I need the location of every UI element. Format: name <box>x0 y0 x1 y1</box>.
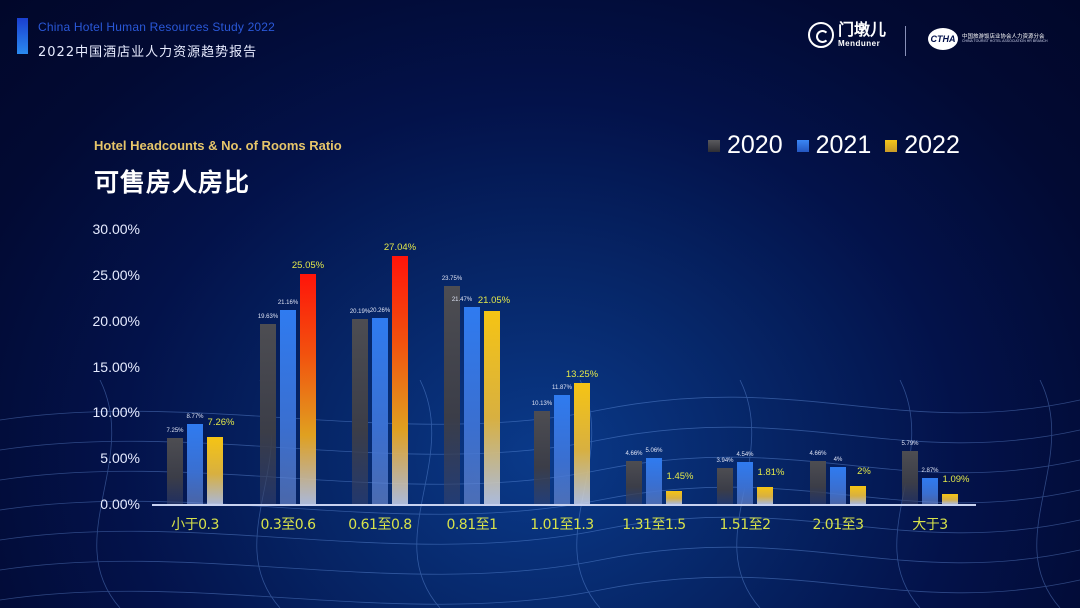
x-category-label: 1.51至2 <box>719 517 771 533</box>
header-accent-bar <box>17 18 28 54</box>
value-label: 4.66% <box>625 451 643 458</box>
legend-label-2020: 2020 <box>727 131 783 159</box>
value-label: 7.26% <box>207 417 235 429</box>
value-label: 19.63% <box>257 314 279 321</box>
bar-2020-5 <box>626 461 642 504</box>
bar-2020-4 <box>534 411 550 504</box>
value-label: 23.75% <box>441 276 463 283</box>
value-label: 21.05% <box>477 295 511 307</box>
x-category-label: 0.3至0.6 <box>260 517 316 533</box>
bar-2021-6 <box>737 462 753 504</box>
bar-2020-0 <box>167 437 183 504</box>
legend-label-2021: 2021 <box>815 131 872 159</box>
association-name-cn: 中国旅游饭店业协会人力资源分会 <box>962 34 1045 41</box>
bar-2020-6 <box>717 467 733 504</box>
bar-2020-8 <box>902 450 918 504</box>
y-tick-label: 30.00% <box>92 221 140 237</box>
menduner-logo-cn: 门墩儿 <box>838 20 887 39</box>
bar-2021-7 <box>830 467 846 504</box>
bar-2022-0 <box>207 437 223 504</box>
bar-2022-6 <box>757 487 773 504</box>
bar-2022-2 <box>392 256 408 504</box>
x-category-label: 0.61至0.8 <box>348 517 412 533</box>
y-tick-label: 5.00% <box>100 450 140 467</box>
value-label: 3.94% <box>716 457 734 464</box>
legend-item-2021: 2021 <box>796 131 872 160</box>
legend-swatch-2020 <box>708 139 720 152</box>
bar-2020-2 <box>352 318 368 504</box>
bar-2020-3 <box>444 286 460 504</box>
chart-legend: 2020 2021 2022 <box>708 131 960 160</box>
x-category-label: 0.81至1 <box>446 517 498 533</box>
bar-2021-8 <box>922 477 938 504</box>
legend-swatch-2021 <box>796 139 809 152</box>
bar-2021-1 <box>280 310 296 504</box>
bar-2021-3 <box>464 307 480 504</box>
bar-2022-1 <box>300 274 316 504</box>
value-label: 20.19% <box>349 308 371 315</box>
header-title-cn: 2022中国酒店业人力资源趋势报告 <box>38 45 258 60</box>
association-badge-icon: CTHA <box>928 28 958 50</box>
x-category-label: 1.01至1.3 <box>530 517 594 533</box>
value-label: 1.45% <box>666 470 694 482</box>
x-axis-line <box>152 504 976 506</box>
value-label: 1.09% <box>942 474 970 485</box>
legend-item-2022: 2022 <box>885 131 960 160</box>
value-label: 7.25% <box>166 427 184 434</box>
bar-2021-2 <box>372 318 388 504</box>
value-label: 25.05% <box>291 260 325 272</box>
menduner-logo: 门墩儿 Menduner <box>808 22 886 48</box>
legend-label-2022: 2022 <box>904 131 960 159</box>
y-tick-label: 0.00% <box>100 496 140 512</box>
value-label: 4.66% <box>809 451 827 458</box>
value-label: 21.16% <box>277 300 299 307</box>
value-label: 5.06% <box>645 447 663 454</box>
x-category-label: 2.01至3 <box>812 517 864 533</box>
value-label: 4.54% <box>736 452 754 459</box>
bar-2022-3 <box>484 311 500 504</box>
menduner-logo-icon <box>808 22 834 48</box>
bar-2022-8 <box>942 494 958 504</box>
value-label: 5.79% <box>901 440 919 447</box>
value-label: 1.81% <box>757 467 785 479</box>
bar-2022-5 <box>666 490 682 504</box>
chart-title: 可售房人房比 <box>94 168 251 197</box>
association-logo: CTHA 中国旅游饭店业协会人力资源分会 CHINA TOURIST HOTEL… <box>928 28 1048 50</box>
value-label: 2.87% <box>921 467 939 474</box>
bar-2021-4 <box>554 395 570 504</box>
value-label: 11.87% <box>552 385 572 392</box>
y-tick-label: 10.00% <box>92 404 140 421</box>
logo-divider <box>905 26 906 56</box>
y-tick-label: 15.00% <box>92 358 140 375</box>
x-category-label: 大于3 <box>912 517 948 533</box>
bar-2020-7 <box>810 461 826 504</box>
menduner-logo-en: Menduner <box>838 39 881 48</box>
legend-swatch-2022 <box>885 139 898 152</box>
value-label: 10.13% <box>531 401 553 408</box>
legend-item-2020: 2020 <box>708 131 783 160</box>
association-name-en: CHINA TOURIST HOTEL ASSOCIATION HR BRANC… <box>962 39 1048 44</box>
chart-subtitle: Hotel Headcounts & No. of Rooms Ratio <box>94 138 342 153</box>
value-label: 13.25% <box>565 368 599 380</box>
bar-2021-5 <box>646 457 662 504</box>
y-tick-label: 25.00% <box>92 266 140 283</box>
value-label: 4% <box>833 457 843 464</box>
bar-2020-1 <box>260 324 276 504</box>
value-label: 27.04% <box>383 242 417 254</box>
value-label: 8.77% <box>186 413 204 420</box>
value-label: 20.26% <box>369 308 391 315</box>
bar-2021-0 <box>187 423 203 504</box>
x-category-label: 1.31至1.5 <box>622 517 686 533</box>
bar-2022-7 <box>850 485 866 504</box>
y-tick-label: 20.00% <box>92 312 140 329</box>
header-subtitle-en: China Hotel Human Resources Study 2022 <box>38 20 276 34</box>
value-label: 2% <box>857 465 871 477</box>
x-category-label: 小于0.3 <box>171 517 219 533</box>
bar-2022-4 <box>574 382 590 504</box>
value-label: 21.47% <box>451 297 473 304</box>
